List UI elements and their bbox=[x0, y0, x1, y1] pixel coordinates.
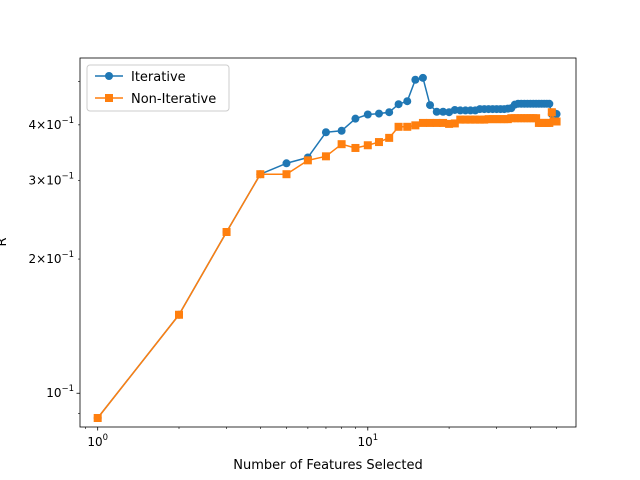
y-tick-label: 3×10−1 bbox=[28, 172, 74, 188]
y-tick-label: 4×10−1 bbox=[28, 116, 74, 132]
y-axis: 10−1 2×10−1 3×10−1 4×10−1 bbox=[28, 81, 80, 414]
data-point-non-iterative bbox=[471, 115, 480, 124]
data-point-iterative bbox=[418, 73, 427, 82]
y-tick-label: 2×10−1 bbox=[28, 250, 74, 266]
axes-background bbox=[80, 58, 576, 427]
y-axis-label: R bbox=[0, 237, 10, 246]
plot-area bbox=[79, 57, 577, 428]
data-point-iterative bbox=[426, 101, 435, 110]
data-point-non-iterative bbox=[321, 152, 330, 161]
data-point-non-iterative bbox=[439, 118, 448, 127]
series-non-iterative bbox=[93, 108, 561, 422]
data-point-iterative bbox=[321, 128, 330, 137]
data-point-non-iterative bbox=[303, 156, 312, 165]
data-point-iterative bbox=[394, 100, 403, 109]
data-point-iterative bbox=[545, 99, 554, 108]
data-point-non-iterative bbox=[426, 118, 435, 127]
data-point-non-iterative bbox=[418, 118, 427, 127]
data-point-iterative bbox=[439, 107, 448, 116]
data-point-non-iterative bbox=[411, 121, 420, 130]
data-point-non-iterative bbox=[456, 115, 465, 124]
y-tick-label: 10−1 bbox=[46, 384, 74, 400]
data-point-non-iterative bbox=[532, 114, 541, 123]
legend-marker-non-iterative bbox=[105, 94, 113, 102]
data-point-iterative bbox=[282, 159, 291, 168]
data-point-non-iterative bbox=[445, 119, 454, 128]
data-point-non-iterative bbox=[222, 227, 231, 236]
series-layer bbox=[93, 73, 561, 422]
x-tick-label: 101 bbox=[357, 433, 378, 449]
legend-marker-iterative bbox=[105, 72, 113, 80]
data-point-non-iterative bbox=[403, 122, 412, 131]
data-point-non-iterative bbox=[282, 170, 291, 179]
data-point-iterative bbox=[337, 126, 346, 135]
data-point-non-iterative bbox=[466, 115, 475, 124]
data-point-non-iterative bbox=[552, 117, 561, 126]
data-point-iterative bbox=[385, 108, 394, 117]
data-point-non-iterative bbox=[432, 118, 441, 127]
data-point-non-iterative bbox=[484, 115, 493, 124]
data-point-non-iterative bbox=[450, 119, 459, 128]
data-point-iterative bbox=[432, 107, 441, 116]
data-point-iterative bbox=[351, 114, 360, 123]
data-point-non-iterative bbox=[547, 108, 556, 117]
data-point-iterative bbox=[363, 110, 372, 119]
data-point-non-iterative bbox=[93, 413, 102, 422]
data-point-non-iterative bbox=[461, 115, 470, 124]
data-point-non-iterative bbox=[385, 133, 394, 142]
data-point-non-iterative bbox=[545, 118, 554, 127]
axes-frame bbox=[79, 57, 577, 428]
data-point-non-iterative bbox=[337, 140, 346, 149]
data-point-non-iterative bbox=[256, 170, 265, 179]
data-point-non-iterative bbox=[175, 310, 184, 319]
data-point-non-iterative bbox=[363, 141, 372, 150]
data-point-non-iterative bbox=[394, 122, 403, 131]
data-point-non-iterative bbox=[351, 143, 360, 152]
data-point-iterative bbox=[411, 75, 420, 84]
legend-label-iterative: Iterative bbox=[131, 70, 186, 85]
legend-label-non-iterative: Non-Iterative bbox=[131, 92, 216, 107]
data-point-non-iterative bbox=[475, 115, 484, 124]
data-point-non-iterative bbox=[480, 115, 489, 124]
x-axis: 100 101 bbox=[85, 427, 557, 449]
data-point-iterative bbox=[403, 97, 412, 106]
x-tick-label: 100 bbox=[87, 433, 108, 449]
x-axis-label: Number of Features Selected bbox=[233, 458, 422, 473]
data-point-non-iterative bbox=[374, 138, 383, 147]
data-point-iterative bbox=[374, 109, 383, 118]
legend: Iterative Non-Iterative bbox=[86, 64, 230, 112]
